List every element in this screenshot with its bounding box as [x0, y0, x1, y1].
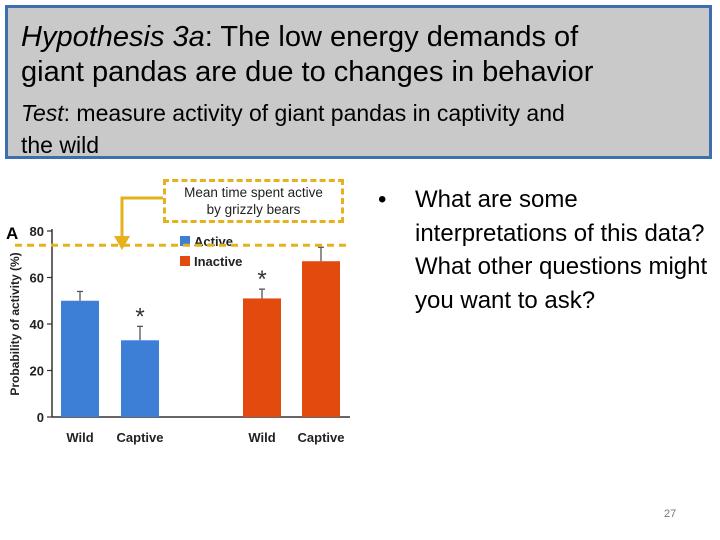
test-label: Test [21, 100, 64, 126]
y-axis-label: Probability of activity (%) [8, 252, 22, 395]
x-tick-label: Wild [66, 430, 93, 445]
bar-inactive [302, 261, 340, 417]
callout-arrowhead [114, 236, 130, 250]
y-tick-label: 40 [30, 317, 44, 332]
hypothesis-heading: Hypothesis 3a: The low energy demands of… [21, 20, 593, 90]
y-tick-label: 20 [30, 364, 44, 379]
callout-connector [120, 196, 163, 238]
test-text-line1: : measure activity of giant pandas in ca… [63, 100, 565, 126]
hypothesis-text-line2: giant pandas are due to changes in behav… [21, 56, 594, 88]
hypothesis-text-line1: : The low energy demands of [204, 21, 579, 53]
bar-inactive [243, 298, 281, 417]
y-tick-label: 60 [30, 271, 44, 286]
bullet-symbol: • [378, 186, 387, 213]
legend-label-active: Active [194, 234, 233, 249]
x-tick-label: Captive [298, 430, 345, 445]
x-tick-label: Wild [248, 430, 275, 445]
x-tick-label: Captive [117, 430, 164, 445]
bullet-text: What are some interpretations of this da… [415, 186, 708, 314]
legend-label-inactive: Inactive [194, 254, 242, 269]
y-tick-label: 80 [30, 224, 44, 239]
legend-swatch-inactive [180, 256, 190, 266]
legend-swatch-active [180, 236, 190, 246]
y-tick-label: 0 [37, 410, 44, 425]
significance-marker: * [135, 303, 144, 330]
bar-active [61, 300, 99, 417]
panel-label: A [6, 224, 18, 243]
hypothesis-label: Hypothesis 3a [21, 21, 205, 53]
callout-box: Mean time spent active by grizzly bears [163, 179, 344, 223]
callout-line2: by grizzly bears [206, 202, 301, 217]
bar-active [121, 340, 159, 417]
significance-marker: * [257, 266, 266, 293]
page-number: 27 [664, 508, 677, 520]
callout-line1: Mean time spent active [184, 185, 323, 200]
test-heading: Test: measure activity of giant pandas i… [21, 97, 565, 161]
title-box: Hypothesis 3a: The low energy demands of… [5, 5, 712, 159]
test-text-line2: the wild [21, 132, 99, 158]
